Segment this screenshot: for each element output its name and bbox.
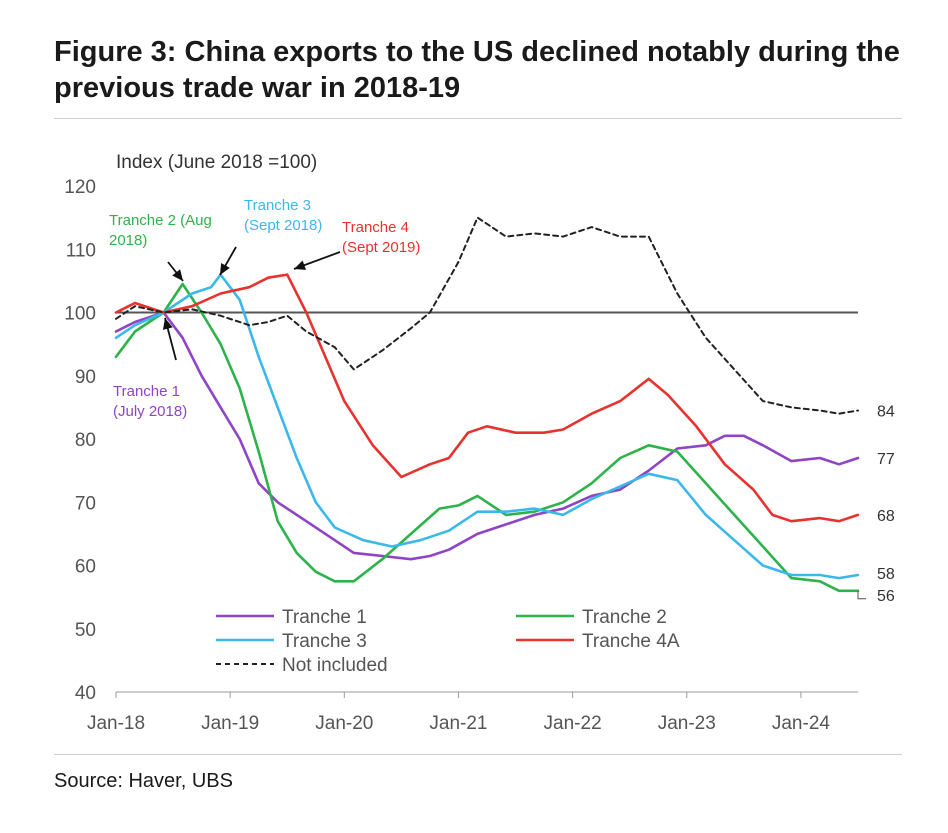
series-line-tranche1 — [114, 311, 860, 561]
annotation-arrowhead-tranche1 — [162, 318, 173, 330]
annotation-tranche4A-line: Tranche 4 — [342, 219, 409, 236]
chart-title: Figure 3: China exports to the US declin… — [54, 36, 900, 104]
title-divider — [54, 118, 902, 119]
legend-label-not_included: Not included — [282, 655, 388, 676]
legend: Tranche 1 Tranche 2 Tranche 3 Tranche 4A Not… — [216, 607, 680, 676]
y-tick-label: 90 — [75, 367, 96, 388]
series-line-tranche2 — [114, 282, 860, 593]
y-tick-label: 120 — [64, 177, 96, 198]
annotation-tranche1-line: (July 2018) — [113, 403, 187, 420]
annotation-tranche2-line: Tranche 2 (Aug — [109, 212, 212, 229]
y-tick-label: 80 — [75, 430, 96, 451]
end-label-tranche4A: 68 — [877, 508, 895, 525]
end-label-tranche3: 58 — [877, 566, 895, 583]
annotation-arrowhead-tranche3 — [220, 262, 230, 275]
source-note: Source: Haver, UBS — [54, 770, 233, 792]
x-axis: Jan-18 Jan-19 Jan-20 Jan-21 Jan-22 Jan-23 Jan-… — [87, 691, 858, 734]
end-label-not_included: 84 — [877, 404, 895, 421]
y-axis-label: Index (June 2018 =100) — [116, 152, 317, 173]
annotation-tranche3-line: (Sept 2018) — [244, 217, 322, 234]
series-group — [114, 216, 860, 593]
legend-label-tranche1: Tranche 1 — [282, 607, 367, 628]
series-line-not_included — [115, 216, 859, 415]
annotation-arrowhead-tranche4A — [294, 260, 307, 270]
annotation-arrowhead-tranche2 — [172, 269, 183, 281]
end-label-tranche1: 77 — [877, 451, 895, 468]
end-label-tranche2: 56 — [877, 588, 895, 605]
x-tick-label: Jan-23 — [658, 713, 716, 734]
x-tick-label: Jan-18 — [87, 713, 145, 734]
legend-label-tranche2: Tranche 2 — [582, 607, 667, 628]
annotation-tranche1-line: Tranche 1 — [113, 383, 180, 400]
annotations: Tranche 1 (July 2018) Tranche 2 (Aug 2018) T… — [109, 197, 420, 420]
series-line-tranche4A — [114, 273, 860, 523]
x-tick-label: Jan-20 — [315, 713, 373, 734]
y-tick-label: 60 — [75, 557, 96, 578]
x-tick-label: Jan-24 — [772, 713, 831, 734]
end-label-leader — [857, 590, 866, 600]
legend-label-tranche3: Tranche 3 — [282, 631, 367, 652]
y-tick-label: 100 — [64, 304, 96, 325]
x-tick-label: Jan-21 — [429, 713, 487, 734]
y-tick-label: 70 — [75, 493, 96, 514]
annotation-tranche4A-line: (Sept 2019) — [342, 239, 420, 256]
legend-label-tranche4A: Tranche 4A — [582, 631, 680, 652]
line-chart: Index (June 2018 =100) 40 50 60 70 80 90 100 11… — [64, 152, 895, 734]
y-tick-label: 50 — [75, 620, 96, 641]
y-axis: 40 50 60 70 80 90 100 110 120 — [64, 177, 96, 704]
x-tick-label: Jan-22 — [544, 713, 602, 734]
y-tick-label: 110 — [66, 240, 96, 261]
end-labels: 77 56 58 68 84 — [857, 404, 895, 605]
y-tick-label: 40 — [75, 683, 96, 704]
annotation-tranche2-line: 2018) — [109, 232, 147, 249]
x-tick-label: Jan-19 — [201, 713, 259, 734]
annotation-tranche3-line: Tranche 3 — [244, 197, 311, 214]
source-divider — [54, 754, 902, 755]
